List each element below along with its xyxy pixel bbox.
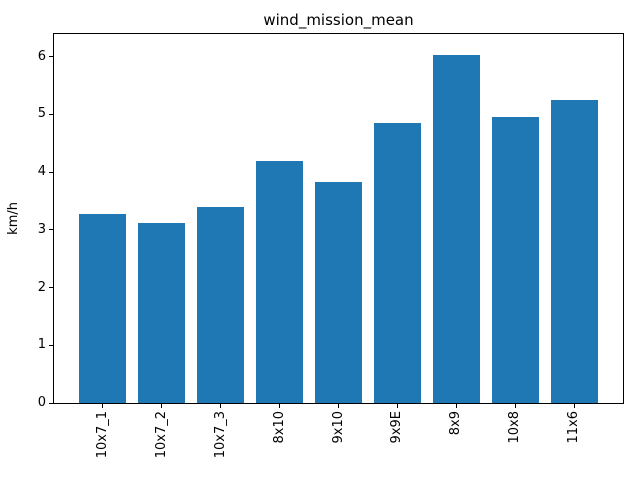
x-tick-label-11x6: 11x6 xyxy=(566,411,582,444)
x-tick-label-10x7_2: 10x7_2 xyxy=(153,411,169,459)
x-tick-mark xyxy=(161,404,163,408)
y-tick-label: 5 xyxy=(37,106,46,122)
x-tick-mark xyxy=(573,404,575,408)
x-tick-mark xyxy=(396,404,398,408)
plot-area xyxy=(53,33,624,404)
x-tick-label-8x9: 8x9 xyxy=(448,411,464,436)
x-tick-mark xyxy=(220,404,222,408)
y-tick-mark xyxy=(49,344,53,346)
x-tick-mark xyxy=(514,404,516,408)
x-tick-label-8x10: 8x10 xyxy=(271,411,287,444)
x-tick-label-10x8: 10x8 xyxy=(507,411,523,444)
chart-title: wind_mission_mean xyxy=(263,11,414,29)
y-tick-mark xyxy=(49,287,53,288)
bar-9x9E xyxy=(373,122,421,403)
y-tick-label: 1 xyxy=(37,337,46,353)
y-tick-label: 0 xyxy=(37,395,46,410)
x-tick-label-10x7_1: 10x7_1 xyxy=(94,411,110,459)
x-tick-mark xyxy=(279,404,281,408)
bar-11x6 xyxy=(550,100,598,403)
y-tick-label: 2 xyxy=(37,279,46,295)
bar-10x7_3 xyxy=(197,206,245,403)
x-tick-mark xyxy=(338,404,339,408)
y-tick-mark xyxy=(49,171,53,173)
y-axis-label-text: km/h xyxy=(6,202,21,235)
y-tick-mark xyxy=(49,113,53,115)
bar-10x7_2 xyxy=(138,223,186,403)
y-axis-label: km/h xyxy=(4,33,24,404)
bar-10x7_1 xyxy=(79,214,127,403)
x-tick-label-9x10: 9x10 xyxy=(330,411,346,444)
x-tick-label-10x7_3: 10x7_3 xyxy=(212,411,228,459)
x-tick-mark xyxy=(102,404,104,408)
x-tick-label-9x9E: 9x9E xyxy=(389,411,405,444)
y-tick-mark xyxy=(49,229,53,231)
y-tick-mark xyxy=(49,56,53,58)
y-tick-mark xyxy=(49,402,53,404)
bar-8x10 xyxy=(256,161,304,403)
y-tick-label: 4 xyxy=(37,164,46,179)
bar-8x9 xyxy=(432,54,480,403)
bar-10x8 xyxy=(491,117,539,403)
bar-9x10 xyxy=(314,181,363,403)
y-tick-label: 3 xyxy=(37,221,46,237)
x-tick-mark xyxy=(455,404,457,408)
y-tick-label: 6 xyxy=(37,48,46,64)
